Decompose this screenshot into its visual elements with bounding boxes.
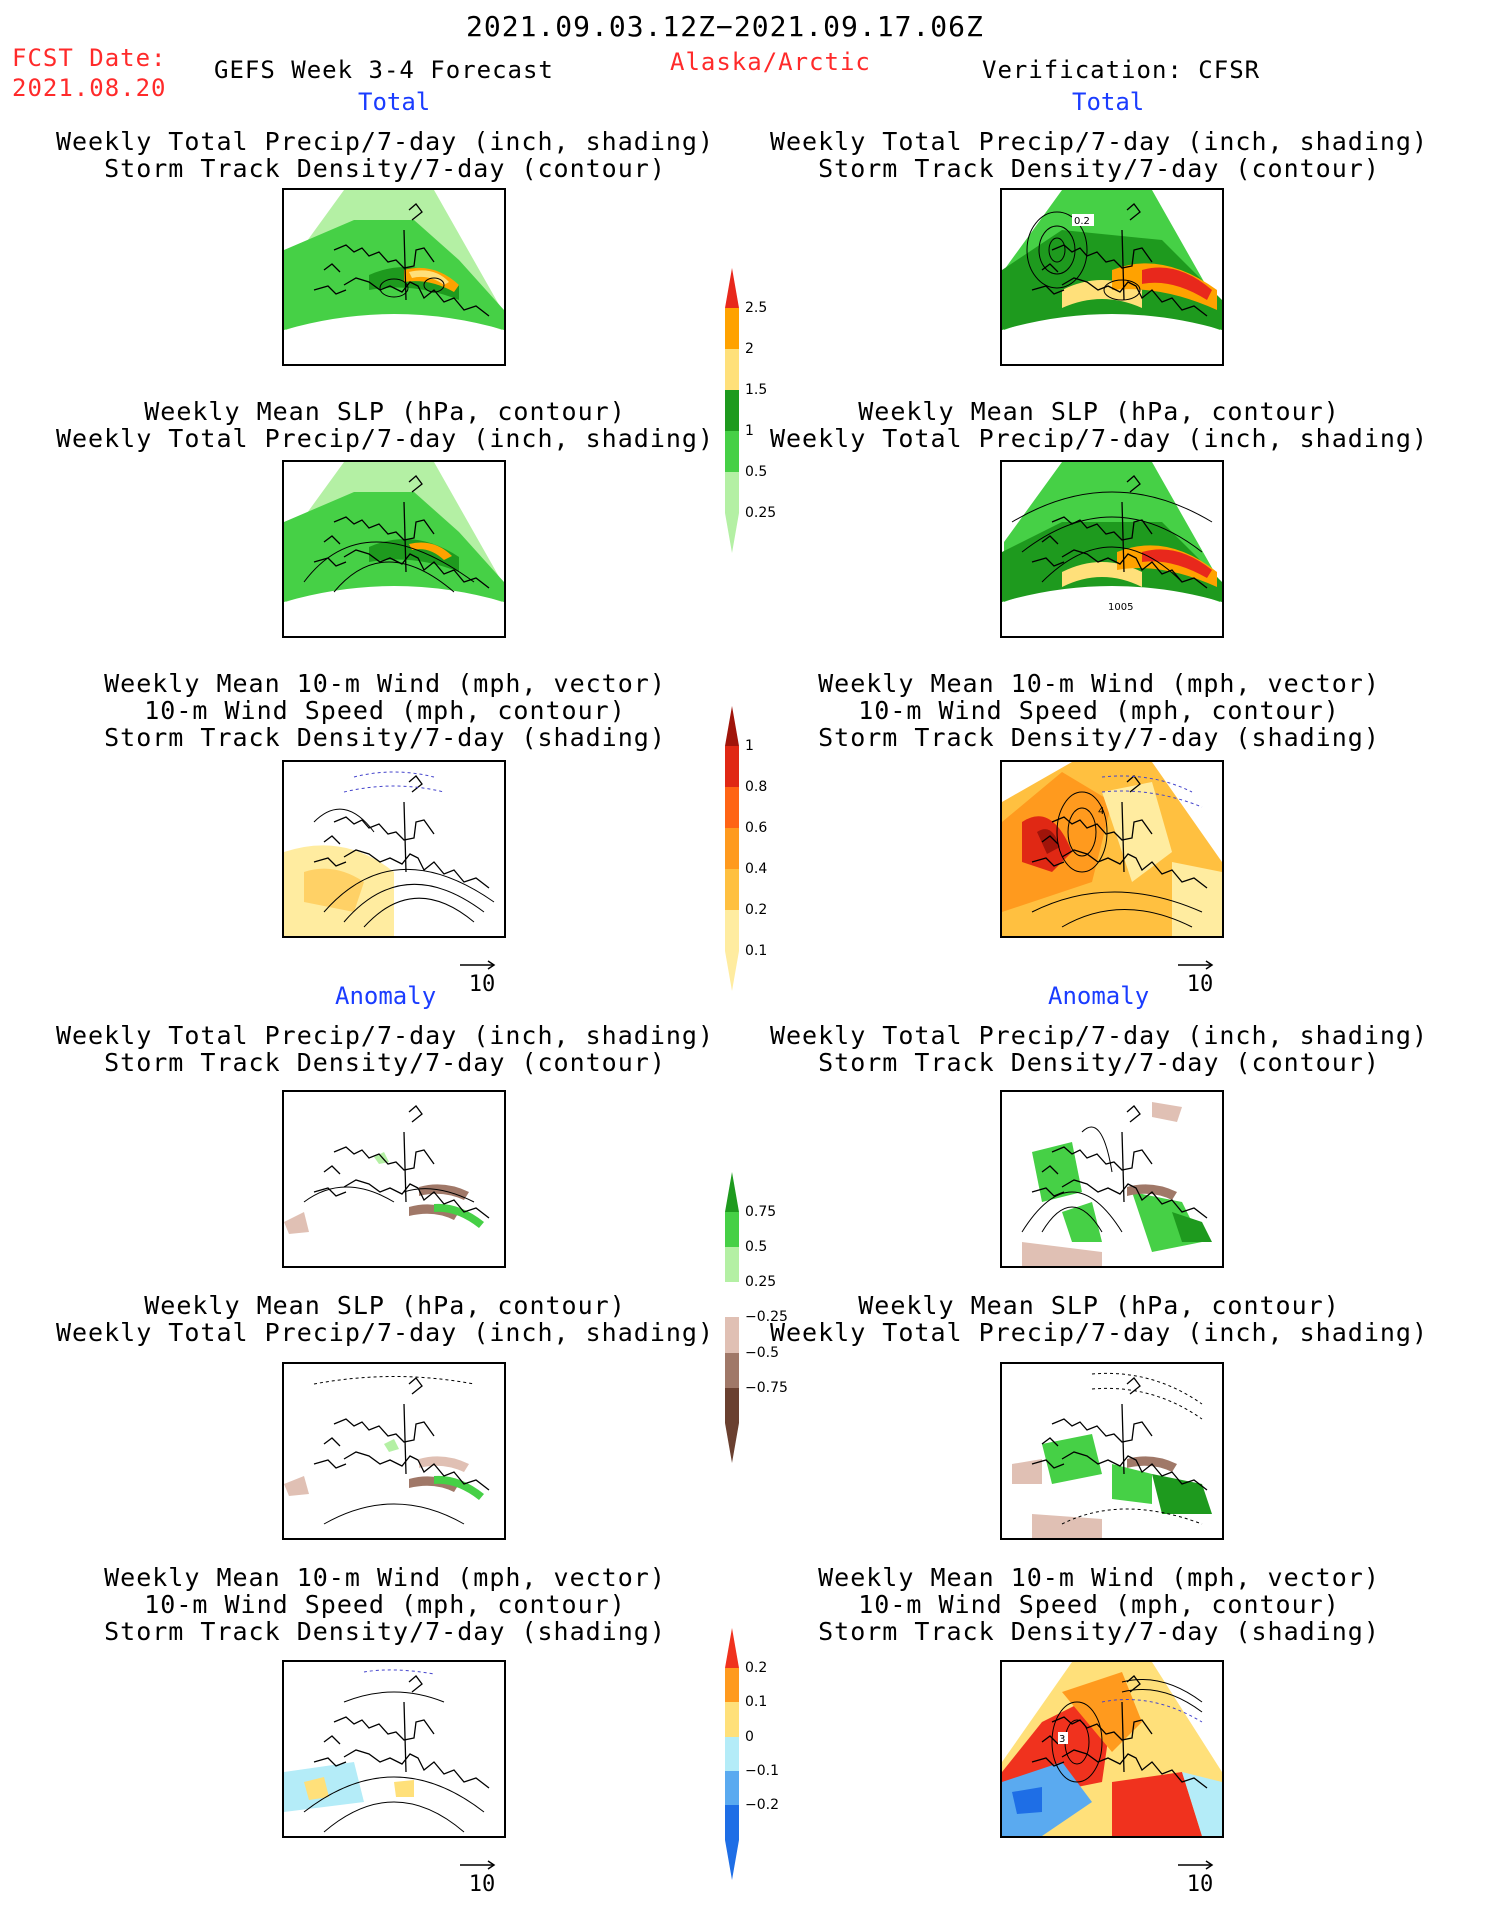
colorbar-top-tip — [725, 268, 739, 308]
colorbar-label: 1 — [745, 423, 754, 439]
colorbar-precip-anomaly: 0.75 0.5 0.25 −0.25 −0.5 −0.75 — [725, 1172, 865, 1463]
title-obs-anom-precip-storm: Weekly Total Precip/7-day (inch, shading… — [769, 1021, 1429, 1077]
title-obs-wind: Weekly Mean 10-m Wind (mph, vector) 10-m… — [818, 669, 1380, 752]
colorbar-bottom-tip — [725, 513, 739, 553]
colorbar-segment — [725, 1317, 739, 1353]
colorbar-segment — [725, 1387, 739, 1423]
colorbar-segment — [725, 910, 739, 951]
region-title: Alaska/Arctic — [670, 48, 871, 76]
fcst-date: 2021.08.20 — [12, 74, 167, 102]
colorbar-segment — [725, 1736, 739, 1771]
colorbar-segment — [725, 349, 739, 390]
colorbar-segment — [725, 746, 739, 787]
map-fcst-anom-slp-precip — [282, 1362, 506, 1540]
map-fcst-precip-storm — [282, 188, 506, 366]
colorbar-segment — [725, 390, 739, 431]
colorbar-bottom-tip — [725, 1422, 739, 1463]
colorbar-bottom-tip — [725, 951, 739, 991]
colorbar-precip-total: 2.5 2 1.5 1 0.5 0.25 — [725, 268, 865, 554]
colorbar-label: 0.5 — [745, 1239, 768, 1256]
colorbar-storm-density-anomaly: 0.2 0.1 0 −0.1 −0.2 — [725, 1628, 865, 1880]
colorbar-top-tip — [725, 1172, 739, 1212]
colorbar-segment — [725, 431, 739, 472]
colorbar-label: 1.5 — [745, 382, 768, 398]
section-total-left: Total — [358, 88, 431, 116]
colorbar-segment — [725, 869, 739, 910]
title-obs-precip-storm: Weekly Total Precip/7-day (inch, shading… — [769, 127, 1429, 183]
obs-wind-anom-contour-label: 3 — [1059, 1734, 1065, 1745]
fcst-date-label: FCST Date: — [12, 44, 167, 72]
map-fcst-anom-precip-storm — [282, 1090, 506, 1268]
colorbar-label: 0.6 — [745, 820, 768, 836]
colorbar-segment — [725, 308, 739, 349]
colorbar-label: 0.25 — [745, 1274, 777, 1291]
map-obs-anom-wind: 3 — [1000, 1660, 1224, 1838]
map-obs-anom-slp-precip — [1000, 1362, 1224, 1540]
colorbar-top-tip — [725, 706, 739, 746]
colorbar-segment — [725, 1805, 739, 1840]
colorbar-segment — [725, 1771, 739, 1806]
colorbar-label: 0.5 — [745, 464, 768, 480]
colorbar-label: 0.1 — [745, 1694, 768, 1711]
map-fcst-anom-wind — [282, 1660, 506, 1838]
obs-storm-contour-label: 0.2 — [1074, 216, 1090, 227]
colorbar-segment — [725, 828, 739, 869]
colorbar-label: 0 — [745, 1728, 754, 1745]
colorbar-label: −0.2 — [745, 1797, 779, 1814]
obs-wind-contour-label: 4 — [1098, 806, 1104, 817]
section-anomaly-left: Anomaly — [335, 982, 437, 1010]
colorbar-label: −0.75 — [745, 1379, 788, 1396]
colorbar-label: 0.2 — [745, 902, 768, 918]
colorbar-label: 0.4 — [745, 861, 768, 877]
colorbar-label: 1 — [745, 738, 754, 754]
title-fcst-slp-precip: Weekly Mean SLP (hPa, contour) Weekly To… — [55, 397, 715, 453]
title-fcst-wind: Weekly Mean 10-m Wind (mph, vector) 10-m… — [104, 669, 666, 752]
title-obs-anom-wind: Weekly Mean 10-m Wind (mph, vector) 10-m… — [818, 1563, 1380, 1646]
map-obs-wind: 4 — [1000, 760, 1224, 938]
map-fcst-slp-precip — [282, 460, 506, 638]
colorbar-bottom-tip — [725, 1839, 739, 1880]
colorbar-label: 0.1 — [745, 943, 768, 959]
colorbar-label: 2.5 — [745, 300, 768, 316]
map-obs-anom-precip-storm — [1000, 1090, 1224, 1268]
colorbar-label: 0.2 — [745, 1660, 768, 1676]
map-obs-precip-storm: 0.2 — [1000, 188, 1224, 366]
section-total-right: Total — [1072, 88, 1145, 116]
colorbar-storm-density-total: 1 0.8 0.6 0.4 0.2 0.1 — [725, 706, 865, 992]
colorbar-segment — [725, 472, 739, 513]
colorbar-segment — [725, 1247, 739, 1283]
colorbar-top-tip — [725, 1628, 739, 1668]
colorbar-segment — [725, 1282, 739, 1318]
colorbar-segment — [725, 1668, 739, 1703]
colorbar-label: −0.1 — [745, 1763, 779, 1779]
map-fcst-wind — [282, 760, 506, 938]
colorbar-label: −0.25 — [745, 1309, 788, 1326]
colorbar-segment — [725, 1352, 739, 1388]
title-fcst-anom-precip-storm: Weekly Total Precip/7-day (inch, shading… — [55, 1021, 715, 1077]
colorbar-segment — [725, 1212, 739, 1248]
title-fcst-anom-slp-precip: Weekly Mean SLP (hPa, contour) Weekly To… — [55, 1291, 715, 1347]
colorbar-label: −0.5 — [745, 1344, 779, 1361]
title-fcst-precip-storm: Weekly Total Precip/7-day (inch, shading… — [55, 127, 715, 183]
section-anomaly-right: Anomaly — [1048, 982, 1150, 1010]
title-fcst-anom-wind: Weekly Mean 10-m Wind (mph, vector) 10-m… — [104, 1563, 666, 1646]
model-title: GEFS Week 3-4 Forecast — [214, 56, 554, 84]
colorbar-label: 2 — [745, 341, 754, 357]
title-obs-anom-slp-precip: Weekly Mean SLP (hPa, contour) Weekly To… — [769, 1291, 1429, 1347]
period-title: 2021.09.03.12Z−2021.09.17.06Z — [466, 10, 984, 43]
colorbar-segment — [725, 787, 739, 828]
obs-slp-contour-label: 1005 — [1108, 602, 1133, 613]
colorbar-segment — [725, 1702, 739, 1737]
map-obs-slp-precip: 1005 — [1000, 460, 1224, 638]
colorbar-label: 0.75 — [745, 1204, 777, 1220]
verification-title: Verification: CFSR — [982, 56, 1261, 84]
colorbar-label: 0.8 — [745, 779, 768, 795]
title-obs-slp-precip: Weekly Mean SLP (hPa, contour) Weekly To… — [769, 397, 1429, 453]
colorbar-label: 0.25 — [745, 505, 777, 521]
